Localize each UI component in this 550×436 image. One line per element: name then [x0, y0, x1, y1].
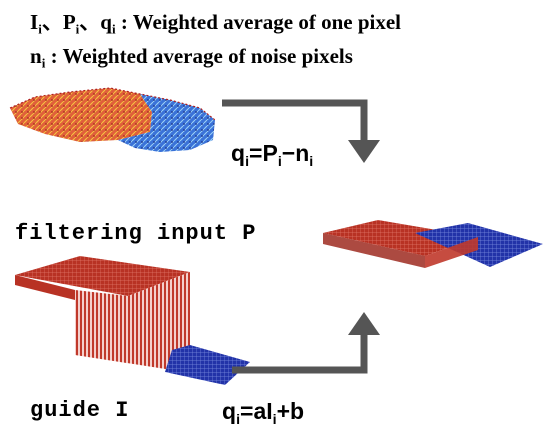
output-red-front [425, 237, 478, 268]
output-blue-plane [415, 223, 543, 267]
symbol-n: ni [30, 44, 46, 71]
arrow-top [222, 99, 380, 163]
legend-line-1: Ii、Pi、qi : Weighted average of one pixel [30, 10, 401, 37]
symbol-P: Pi [62, 10, 80, 37]
guide-left-face [15, 275, 75, 300]
label-filtering-input: filtering input P [15, 221, 257, 246]
label-guide: guide I [30, 398, 130, 423]
noisy-surface-warm [10, 88, 152, 142]
symbol-q: qi [100, 10, 116, 37]
legend-line-2: ni : Weighted average of noise pixels [30, 44, 353, 71]
guide-top-plane [15, 256, 190, 296]
output-red-plane [323, 220, 478, 256]
noisy-surface-cool [118, 94, 215, 152]
legend-colon: : [120, 10, 128, 34]
legend-text-2: Weighted average of noise pixels [62, 44, 353, 68]
equation-guided-filter: qi=aIi+b [222, 398, 305, 428]
equation-noise-subtraction: qi=Pi−ni [231, 140, 314, 170]
noisy-input-surface [9, 87, 216, 152]
arrow-bottom [232, 312, 380, 374]
guide-step-wall [75, 272, 190, 370]
symbol-I: Ii [30, 10, 42, 37]
legend-text-1: Weighted average of one pixel [132, 10, 401, 34]
guide-surface [15, 256, 250, 385]
output-red-side [323, 233, 425, 268]
legend-colon: : [50, 44, 58, 68]
guide-bottom-plane [165, 345, 250, 385]
output-surface [323, 220, 543, 268]
